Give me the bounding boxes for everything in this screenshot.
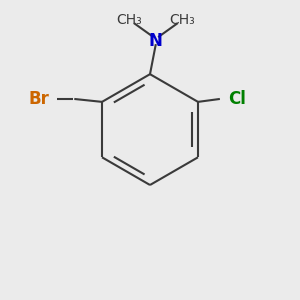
Text: CH₃: CH₃ [117,13,142,27]
Text: Br: Br [28,90,50,108]
Text: N: N [149,32,163,50]
Text: Cl: Cl [228,90,246,108]
Text: CH₃: CH₃ [169,13,195,27]
